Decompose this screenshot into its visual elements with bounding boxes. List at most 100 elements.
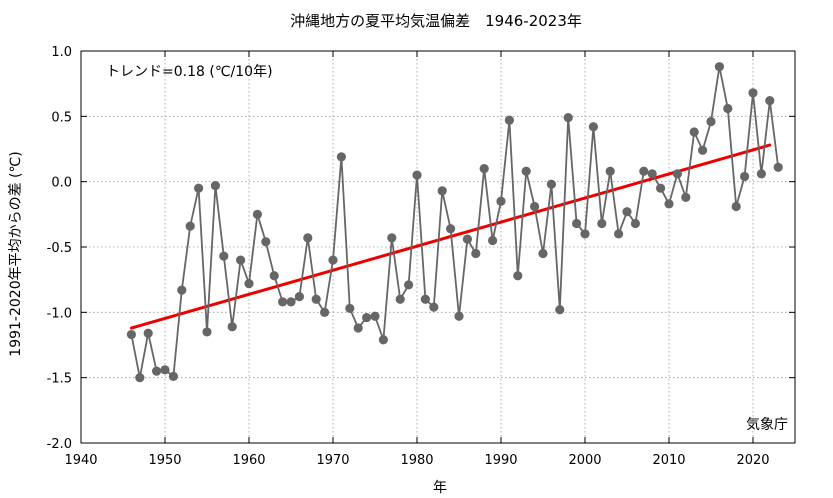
data-point bbox=[219, 251, 229, 261]
data-point bbox=[656, 183, 666, 193]
data-point bbox=[479, 164, 489, 174]
data-point bbox=[513, 271, 523, 281]
data-point bbox=[580, 229, 590, 239]
data-point bbox=[530, 201, 540, 212]
x-tick-label: 2010 bbox=[652, 453, 685, 468]
data-point bbox=[622, 207, 632, 217]
data-point bbox=[496, 196, 506, 206]
data-point bbox=[538, 248, 548, 259]
data-point bbox=[194, 183, 204, 193]
x-tick-label: 2000 bbox=[568, 453, 601, 468]
data-point bbox=[756, 169, 767, 179]
data-point bbox=[672, 169, 683, 179]
x-tick-label: 2020 bbox=[736, 453, 769, 468]
data-point bbox=[462, 234, 472, 244]
chart-title: 沖縄地方の夏平均気温偏差 1946-2023年 bbox=[290, 12, 582, 30]
y-tick-label: -0.5 bbox=[47, 241, 72, 256]
data-point bbox=[714, 62, 725, 72]
y-tick-label: -2.0 bbox=[47, 437, 72, 452]
data-point bbox=[555, 305, 565, 315]
data-point bbox=[353, 323, 363, 333]
data-point bbox=[437, 186, 447, 196]
data-series-group bbox=[126, 62, 783, 383]
data-point bbox=[572, 218, 582, 229]
data-point bbox=[202, 327, 212, 337]
data-point bbox=[135, 373, 145, 383]
data-point bbox=[639, 166, 649, 176]
data-point bbox=[303, 233, 313, 243]
data-point bbox=[294, 292, 304, 302]
x-tick-label: 1960 bbox=[232, 453, 265, 468]
data-point bbox=[336, 152, 346, 162]
data-point bbox=[698, 145, 708, 155]
data-point bbox=[160, 365, 170, 375]
data-point bbox=[706, 116, 716, 127]
data-point bbox=[227, 322, 237, 332]
data-point bbox=[126, 329, 136, 340]
data-point bbox=[689, 127, 699, 137]
x-tick-label: 1980 bbox=[400, 453, 433, 468]
source-label: 気象庁 bbox=[746, 417, 788, 433]
trend-annotation: トレンド=0.18 (℃/10年) bbox=[106, 64, 273, 80]
data-point bbox=[177, 285, 187, 295]
data-point bbox=[605, 166, 615, 176]
data-point bbox=[471, 248, 481, 259]
data-point bbox=[328, 255, 338, 265]
data-point bbox=[488, 235, 498, 246]
data-point bbox=[588, 122, 599, 132]
data-point bbox=[723, 103, 733, 114]
data-point bbox=[420, 294, 430, 304]
data-point bbox=[748, 88, 758, 98]
data-point bbox=[143, 328, 153, 338]
data-point bbox=[168, 371, 178, 381]
data-point bbox=[664, 199, 674, 209]
data-point bbox=[429, 302, 439, 312]
data-point bbox=[387, 233, 397, 243]
x-tick-label: 1970 bbox=[316, 453, 349, 468]
data-point bbox=[546, 179, 557, 189]
data-point bbox=[252, 209, 262, 219]
data-point bbox=[521, 166, 531, 176]
data-point bbox=[773, 162, 783, 172]
data-point bbox=[311, 294, 321, 304]
x-tick-label: 1940 bbox=[64, 453, 97, 468]
y-axis-label: 1991-2020年平均からの差 (℃) bbox=[8, 151, 24, 356]
data-point bbox=[454, 311, 464, 321]
data-point bbox=[630, 218, 641, 229]
data-point bbox=[765, 96, 775, 106]
y-tick-label: 1.0 bbox=[51, 45, 72, 60]
data-point bbox=[740, 171, 750, 182]
data-point bbox=[412, 170, 422, 180]
data-point bbox=[370, 311, 380, 321]
data-point bbox=[286, 297, 296, 307]
data-point bbox=[152, 366, 162, 376]
data-point bbox=[261, 237, 271, 247]
data-point bbox=[236, 255, 246, 265]
data-point bbox=[563, 113, 573, 123]
y-tick-label: -1.0 bbox=[47, 306, 72, 321]
data-point bbox=[681, 192, 691, 202]
data-point bbox=[446, 224, 456, 234]
data-point bbox=[185, 221, 195, 231]
data-point bbox=[244, 278, 254, 289]
series-line bbox=[130, 65, 780, 379]
x-tick-label: 1950 bbox=[148, 453, 181, 468]
axis-ticks: 1940 1950 1960 1970 1980 1990 2000 2010 2020 -2.0… bbox=[47, 45, 795, 468]
x-axis-label: 年 bbox=[433, 480, 447, 496]
data-point bbox=[647, 169, 657, 179]
data-point bbox=[731, 201, 741, 212]
data-point bbox=[395, 294, 405, 304]
data-point bbox=[504, 115, 514, 125]
data-point bbox=[320, 307, 330, 317]
y-tick-label: 0.5 bbox=[51, 110, 72, 125]
data-point bbox=[278, 297, 288, 307]
data-point bbox=[597, 218, 607, 229]
x-tick-label: 1990 bbox=[484, 453, 517, 468]
data-point bbox=[614, 229, 624, 239]
data-point bbox=[210, 180, 220, 191]
data-point bbox=[378, 335, 388, 345]
data-point bbox=[362, 312, 372, 323]
y-tick-label: -1.5 bbox=[47, 372, 72, 387]
data-point bbox=[404, 280, 414, 290]
